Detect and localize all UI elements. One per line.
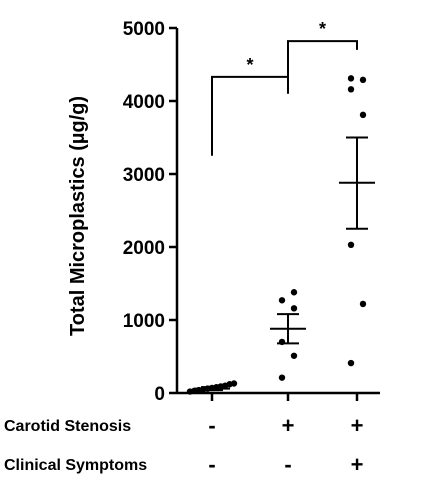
condition-sign: -	[208, 452, 215, 477]
significance-label: *	[319, 19, 326, 39]
condition-table: Carotid Stenosis - + + Clinical Symptoms - - +	[4, 413, 363, 477]
y-axis-title: Total Microplastics (µg/g)	[67, 96, 89, 336]
data-point	[347, 75, 355, 82]
y-tick-label: 5000	[123, 19, 165, 40]
y-tick-label: 3000	[123, 165, 165, 186]
error-bars	[194, 136, 375, 392]
y-axis: 0 1000 2000 3000 4000 5000	[123, 19, 179, 405]
data-point	[359, 300, 367, 308]
condition-sign: -	[208, 413, 215, 438]
data-point	[347, 86, 355, 93]
data-point	[290, 305, 298, 312]
data-point	[230, 380, 238, 387]
condition-row-label: Clinical Symptoms	[4, 457, 147, 474]
condition-row-label: Carotid Stenosis	[4, 418, 131, 435]
significance-label: *	[246, 55, 253, 75]
data-point	[278, 338, 286, 346]
data-point	[347, 359, 355, 367]
significance-brackets: **	[211, 19, 358, 156]
y-tick-label: 0	[154, 384, 165, 405]
condition-sign: +	[351, 413, 364, 438]
data-points	[186, 75, 367, 395]
data-point	[278, 374, 286, 381]
data-point	[290, 352, 298, 359]
y-tick-label: 2000	[123, 238, 165, 259]
condition-sign: +	[282, 413, 295, 438]
y-tick-label: 4000	[123, 92, 165, 113]
data-point	[278, 297, 286, 304]
condition-sign: -	[284, 452, 291, 477]
condition-sign: +	[351, 452, 364, 477]
y-tick-label: 1000	[123, 311, 165, 332]
significance-bracket	[287, 40, 358, 77]
data-point	[359, 111, 367, 119]
significance-bracket	[211, 75, 289, 156]
x-axis	[177, 391, 380, 401]
data-point	[290, 289, 298, 296]
data-point	[347, 241, 355, 249]
data-point	[359, 76, 367, 84]
